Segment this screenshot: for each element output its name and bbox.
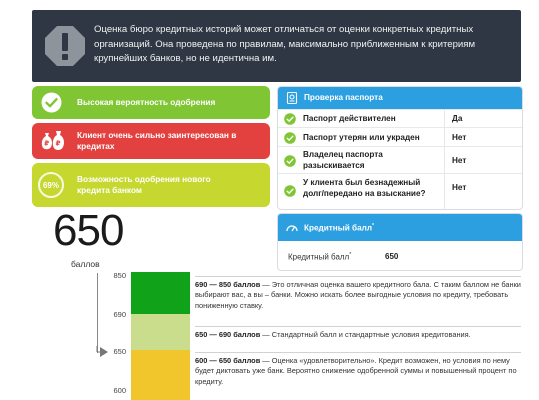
passport-row: Владелец паспорта разыскивается Нет [278,146,522,174]
score-description-standard: 650 — 690 баллов — Стандартный балл и ст… [195,326,521,340]
passport-question: У клиента был безнадежный долг/передано … [303,178,426,198]
score-band-satisfactory [131,350,190,400]
passport-row: У клиента был безнадежный долг/передано … [278,173,522,209]
money-bags-icon: ₽ ₽ [41,131,64,150]
passport-answer: Нет [452,183,467,192]
passport-question: Паспорт действителен [303,114,396,123]
check-circle-icon [284,155,296,167]
scale-tick: 600 [113,386,126,395]
passport-row: Паспорт утерян или украден Нет [278,127,522,147]
warning-banner: Оценка бюро кредитных историй может отли… [32,10,521,82]
svg-text:₽: ₽ [44,140,49,148]
scale-tick: 690 [113,310,126,319]
credit-interest-text: Клиент очень сильно заинтересован в кред… [77,130,237,151]
score-band-standard [131,314,190,350]
passport-answer: Нет [452,133,467,142]
scale-axis [97,273,98,353]
score-description-satisfactory: 600 — 650 баллов — Оценка «удовлетворите… [195,352,521,387]
scale-tick: 650 [113,347,126,356]
credit-score-unit: баллов [71,259,100,269]
svg-text:₽: ₽ [56,140,61,148]
check-circle-icon [284,113,296,125]
credit-score-panel-title: Кредитный балл* [304,223,375,233]
passport-question: Паспорт утерян или украден [303,133,420,142]
score-pointer-arrow-icon [96,346,108,357]
credit-score-row-label: Кредитный балл* [288,252,352,262]
passport-answer: Да [452,114,463,123]
passport-answer: Нет [452,156,467,165]
warning-text: Оценка бюро кредитных историй может отли… [94,24,476,64]
credit-score-panel: Кредитный балл* Кредитный балл* 650 [277,213,523,271]
passport-icon [286,92,298,104]
passport-panel-header: Проверка паспорта [278,87,522,109]
score-band-high [131,272,190,314]
credit-interest-card: ₽ ₽ Клиент очень сильно заинтересован в … [32,123,270,159]
exclamation-octagon-icon [45,26,85,66]
approval-probability-card: Высокая вероятность одобрения [32,86,270,119]
credit-score-value: 650 [53,206,124,255]
passport-panel-title: Проверка паспорта [304,93,383,102]
check-circle-icon [284,185,296,197]
credit-score-row-value: 650 [385,252,399,261]
gauge-icon [286,225,298,232]
new-loan-approval-card: 69% Возможность одобрения нового кредита… [32,163,270,207]
score-description-high: 690 — 850 баллов — Это отличная оценка в… [195,276,521,311]
check-circle-icon [284,132,296,144]
report-number: 4485702 [384,0,423,3]
credit-score-panel-header: Кредитный балл* [278,214,522,241]
approval-probability-text: Высокая вероятность одобрения [77,97,216,107]
approval-percent-badge: 69% [38,172,64,198]
new-loan-approval-text: Возможность одобрения нового кредита бан… [77,174,211,195]
passport-row: Паспорт действителен Да [278,109,522,128]
passport-question: Владелец паспорта разыскивается [303,150,383,170]
scale-tick: 850 [113,271,126,280]
passport-check-panel: Проверка паспорта Паспорт действителен Д… [277,86,523,210]
check-circle-icon [41,92,62,113]
